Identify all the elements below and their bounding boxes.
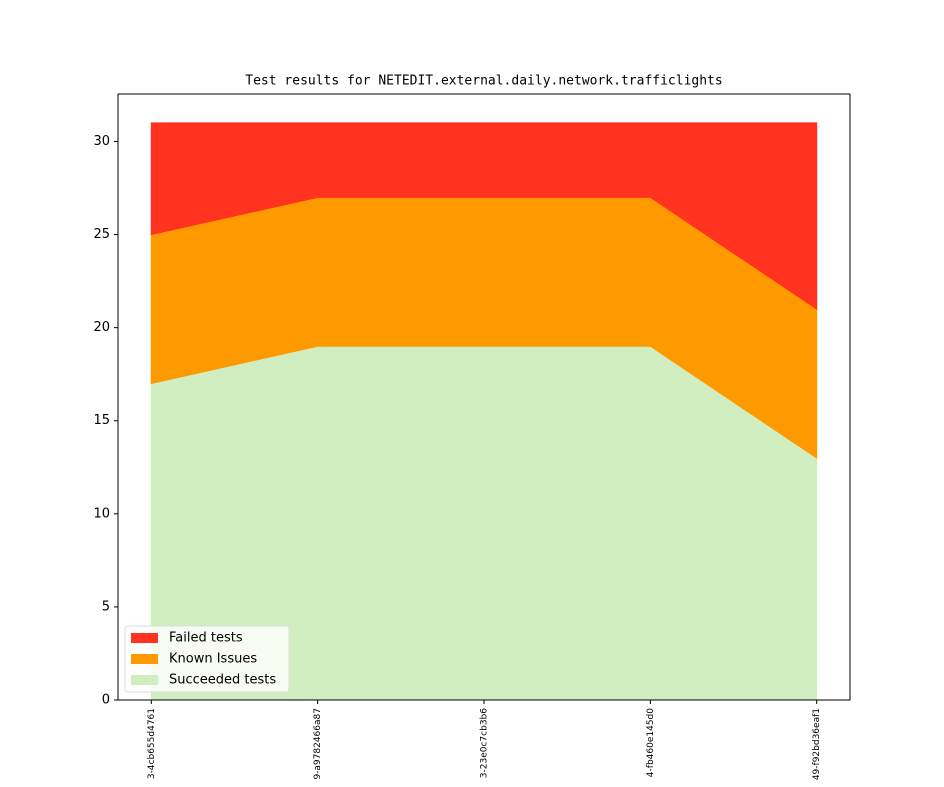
y-tick-label: 30 — [93, 134, 110, 149]
legend-swatch — [131, 633, 158, 643]
x-tick-label: 49-f92bd36eaf1 — [812, 708, 822, 780]
legend-swatch — [131, 654, 158, 664]
x-tick-label: 3-4cb655d4761 — [147, 708, 157, 779]
x-tick-label: 3-23e0c7cb3b6 — [480, 708, 490, 778]
y-tick-label: 25 — [93, 227, 110, 242]
y-tick-label: 0 — [102, 693, 110, 708]
legend-label: Failed tests — [169, 631, 243, 646]
x-tick-label: 4-fb460e145d0 — [646, 708, 656, 777]
y-tick-label: 10 — [93, 506, 110, 521]
legend-label: Known Issues — [169, 652, 257, 667]
x-tick-label: 9-a9782466a87 — [313, 708, 323, 780]
area — [150, 122, 818, 310]
legend-box — [124, 625, 290, 693]
legend-swatch — [131, 675, 158, 685]
y-tick-label: 15 — [93, 413, 110, 428]
legend-label: Succeeded tests — [169, 673, 276, 688]
chart-title: Test results for NETEDIT.external.daily.… — [245, 74, 722, 89]
y-tick-label: 5 — [102, 599, 110, 614]
y-tick-label: 20 — [93, 320, 110, 335]
